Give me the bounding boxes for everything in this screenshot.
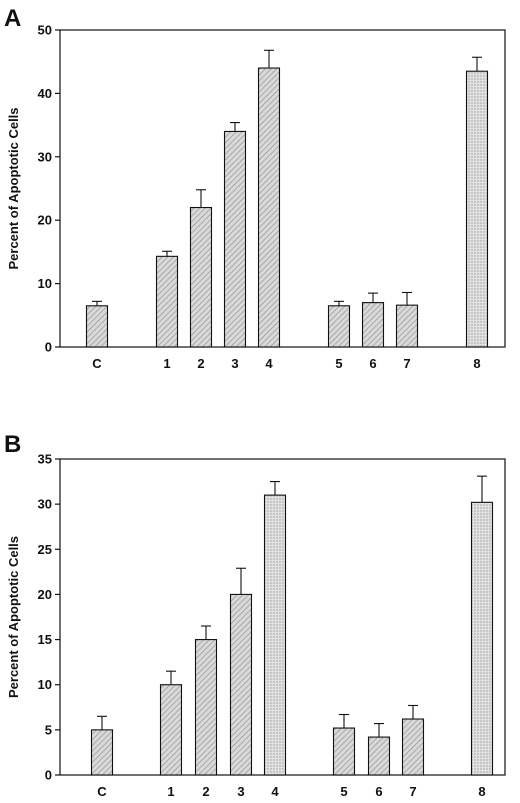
category-label: 5 <box>340 784 347 799</box>
category-label: 8 <box>478 784 485 799</box>
category-label: C <box>97 784 107 799</box>
bar <box>85 305 109 348</box>
y-tick-label: 20 <box>38 587 52 602</box>
bar <box>465 70 489 348</box>
category-label: 5 <box>335 356 342 371</box>
bar <box>155 255 179 348</box>
y-tick-label: 0 <box>45 340 52 355</box>
y-tick-label: 35 <box>38 452 52 467</box>
panel-a-chart: A 0 10 20 30 40 50 Percent of Apoptotic Cells C 1… <box>4 5 506 371</box>
bar <box>189 206 213 348</box>
bar <box>361 302 385 348</box>
category-label: 3 <box>231 356 238 371</box>
bar <box>90 729 114 776</box>
panel-letter: A <box>4 5 21 32</box>
bar <box>332 727 356 776</box>
category-label: 2 <box>202 784 209 799</box>
bar <box>401 718 425 776</box>
plot-frame <box>59 29 506 348</box>
y-tick-label: 40 <box>38 86 52 101</box>
category-label: 7 <box>403 356 410 371</box>
category-label: 6 <box>375 784 382 799</box>
bar <box>327 305 351 348</box>
category-label: 8 <box>473 356 480 371</box>
y-tick-label: 15 <box>38 632 52 647</box>
y-axis-title: Percent of Apoptotic Cells <box>6 536 21 698</box>
category-label: 1 <box>163 356 170 371</box>
bar <box>159 684 183 776</box>
category-label: 6 <box>369 356 376 371</box>
bar <box>395 304 419 348</box>
y-tick-label: 30 <box>38 497 52 512</box>
bar <box>263 494 287 776</box>
y-tick-label: 0 <box>45 768 52 783</box>
y-tick-label: 5 <box>45 722 52 737</box>
category-label: 1 <box>167 784 174 799</box>
bar <box>194 639 218 776</box>
category-label: 3 <box>237 784 244 799</box>
category-label: 7 <box>409 784 416 799</box>
bar <box>229 593 253 776</box>
panel-letter: B <box>4 431 21 458</box>
y-tick-label: 50 <box>38 23 52 38</box>
bar <box>470 501 494 776</box>
y-axis-title: Percent of Apoptotic Cells <box>6 107 21 269</box>
bar <box>367 736 391 776</box>
y-tick-label: 10 <box>38 677 52 692</box>
category-label: 2 <box>197 356 204 371</box>
bar <box>223 130 247 348</box>
category-label: 4 <box>271 784 279 799</box>
category-label: C <box>92 356 102 371</box>
y-tick-label: 25 <box>38 542 52 557</box>
y-tick-label: 20 <box>38 213 52 228</box>
y-tick-label: 30 <box>38 149 52 164</box>
y-tick-label: 10 <box>38 276 52 291</box>
category-label: 4 <box>265 356 273 371</box>
bar <box>257 67 281 348</box>
